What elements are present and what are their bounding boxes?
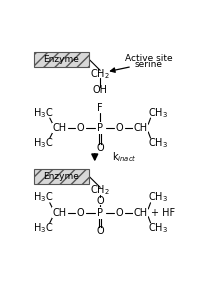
- Text: H$_3$C: H$_3$C: [33, 221, 53, 235]
- Text: Active site: Active site: [125, 54, 173, 63]
- Text: CH: CH: [133, 208, 148, 218]
- Text: CH$_3$: CH$_3$: [148, 106, 168, 119]
- Text: O: O: [77, 123, 85, 133]
- Text: CH$_2$: CH$_2$: [90, 183, 110, 197]
- Bar: [34, 169, 89, 184]
- Text: Enzyme: Enzyme: [43, 55, 79, 64]
- Text: O: O: [116, 123, 123, 133]
- Text: OH: OH: [93, 85, 108, 95]
- Text: CH: CH: [53, 123, 67, 133]
- Text: CH$_3$: CH$_3$: [148, 221, 168, 235]
- Text: F: F: [97, 103, 103, 113]
- Text: Enzyme: Enzyme: [43, 172, 79, 181]
- Text: P: P: [97, 208, 103, 218]
- Text: CH: CH: [53, 208, 67, 218]
- Bar: [34, 52, 89, 67]
- Text: CH$_2$: CH$_2$: [90, 67, 110, 81]
- Text: + HF: + HF: [151, 208, 175, 218]
- Text: O: O: [96, 226, 104, 236]
- Text: O: O: [96, 143, 104, 153]
- Text: CH: CH: [133, 123, 148, 133]
- Text: H$_3$C: H$_3$C: [33, 136, 53, 150]
- Text: CH$_3$: CH$_3$: [148, 136, 168, 150]
- Text: H$_3$C: H$_3$C: [33, 106, 53, 119]
- Text: k$_{inact}$: k$_{inact}$: [112, 150, 137, 164]
- Text: O: O: [116, 208, 123, 218]
- Text: P: P: [97, 123, 103, 133]
- Text: serine: serine: [135, 60, 163, 70]
- Text: H$_3$C: H$_3$C: [33, 191, 53, 204]
- Text: O: O: [96, 196, 104, 206]
- Text: O: O: [77, 208, 85, 218]
- Text: CH$_3$: CH$_3$: [148, 191, 168, 204]
